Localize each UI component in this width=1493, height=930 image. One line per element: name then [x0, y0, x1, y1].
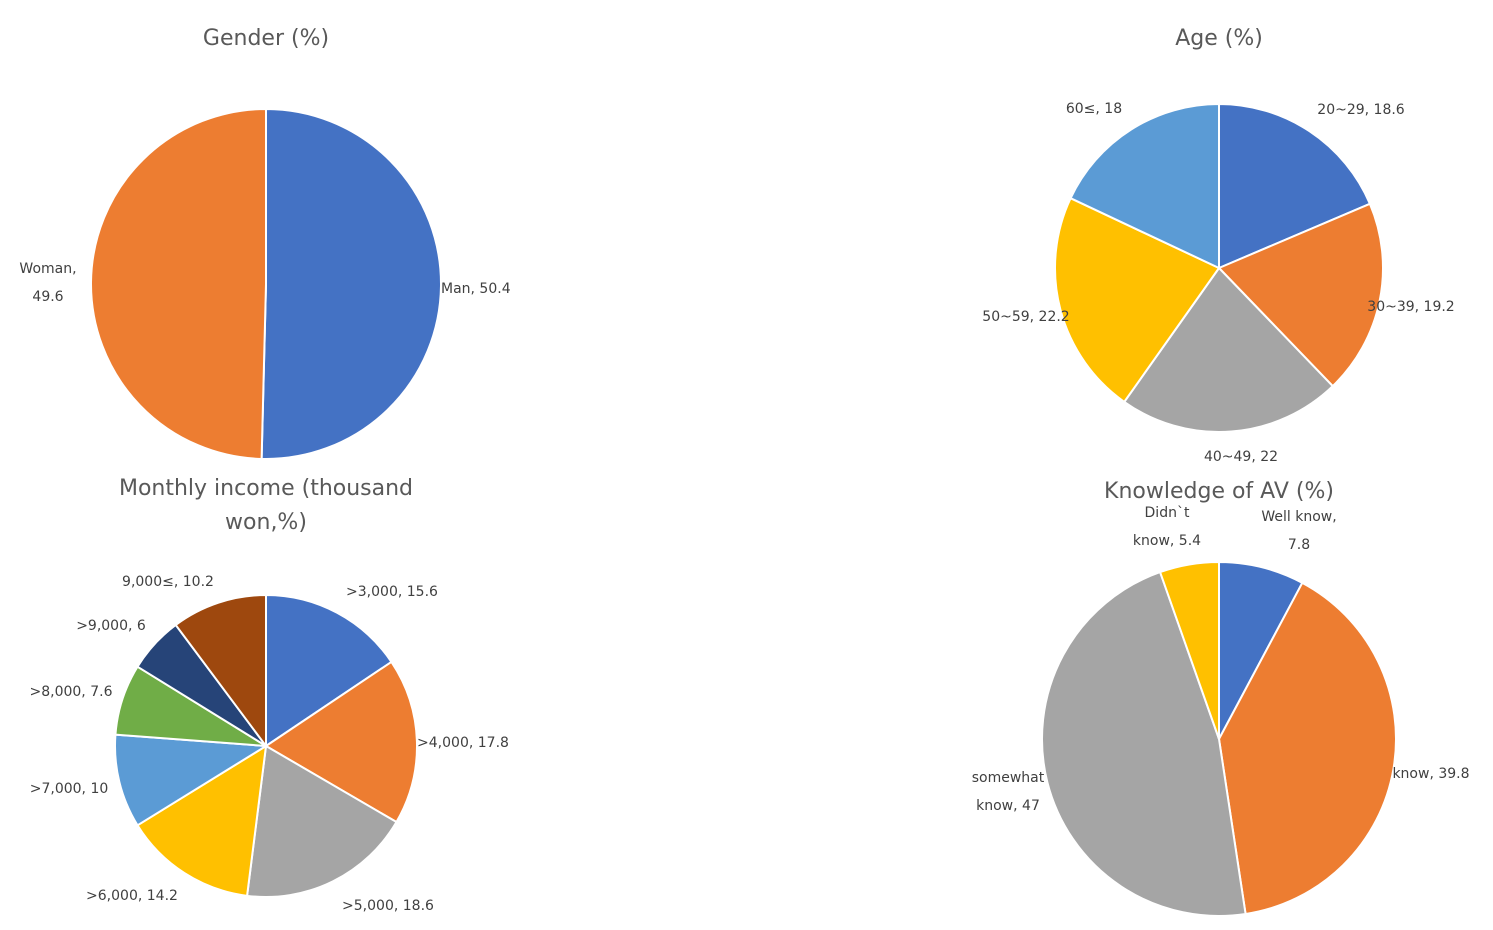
pie-slice-20-29 [1218, 103, 1371, 269]
pie-slice-40-49 [1123, 267, 1334, 433]
pie-slice-3-000 [265, 594, 393, 747]
pie-chart-2: Age (%) 20~29, 18.6 30~39, 19.2 40~49, 22 50… [982, 26, 1454, 465]
chart-title: Age (%) [1175, 26, 1263, 51]
data-label-30-39: 30~39, 19.2 [1367, 299, 1454, 315]
data-label-4-000: >4,000, 17.8 [417, 735, 509, 751]
data-label-9-000: 9,000≤, 10.2 [122, 574, 214, 590]
data-label-3-000: >3,000, 15.6 [346, 584, 438, 600]
chart-title: Monthly income (thousand won,%) [119, 476, 413, 535]
data-label-5-000: >5,000, 18.6 [342, 898, 434, 914]
pie-chart-3: Monthly income (thousand won,%) >3,000, 15… [30, 476, 509, 914]
data-label-8-000: >8,000, 7.6 [30, 684, 113, 700]
pie-slice-didn-t-know [1159, 561, 1220, 740]
data-label-didn-t-know: Didn`t know, 5.4 [1133, 505, 1201, 549]
data-label-6-000: >6,000, 14.2 [86, 888, 178, 904]
data-label-60: 60≤, 18 [1066, 101, 1122, 117]
data-label-man: Man, 50.4 [441, 281, 511, 297]
data-label-40-49: 40~49, 22 [1204, 449, 1278, 465]
data-label-7-000: >7,000, 10 [30, 781, 109, 797]
pie-slice-4-000 [265, 660, 418, 824]
pie-slice-7-000 [114, 733, 267, 827]
chart-title: Gender (%) [203, 26, 329, 51]
chart-title: Knowledge of AV (%) [1104, 479, 1334, 504]
data-label-know: know, 39.8 [1392, 766, 1469, 782]
data-label-50-59: 50~59, 22.2 [982, 309, 1069, 325]
data-label-20-29: 20~29, 18.6 [1317, 102, 1405, 118]
pie-slice-5-000 [246, 745, 398, 898]
data-label-woman: Woman, 49.6 [19, 261, 76, 305]
data-label-somewhat-know: somewhat know, 47 [972, 770, 1045, 814]
pie-slice-know [1218, 581, 1397, 915]
pie-slice-somewhat-know [1041, 571, 1247, 917]
pie-chart-4: Knowledge of AV (%) Well know, 7.8 know, 39… [972, 479, 1470, 917]
pie-slice-60 [1069, 103, 1220, 269]
pie-chart-1: Gender (%) Man, 50.4 Woman, 49.6 [19, 26, 511, 460]
data-label-well-know: Well know, 7.8 [1261, 509, 1336, 553]
pie-slice-9-000 [174, 594, 267, 747]
pie-slice-30-39 [1218, 202, 1384, 388]
data-label-9-000: >9,000, 6 [76, 618, 146, 634]
pie-slice-woman [90, 108, 267, 460]
pie-slice-6-000 [136, 745, 267, 897]
pie-slice-man [260, 108, 442, 460]
